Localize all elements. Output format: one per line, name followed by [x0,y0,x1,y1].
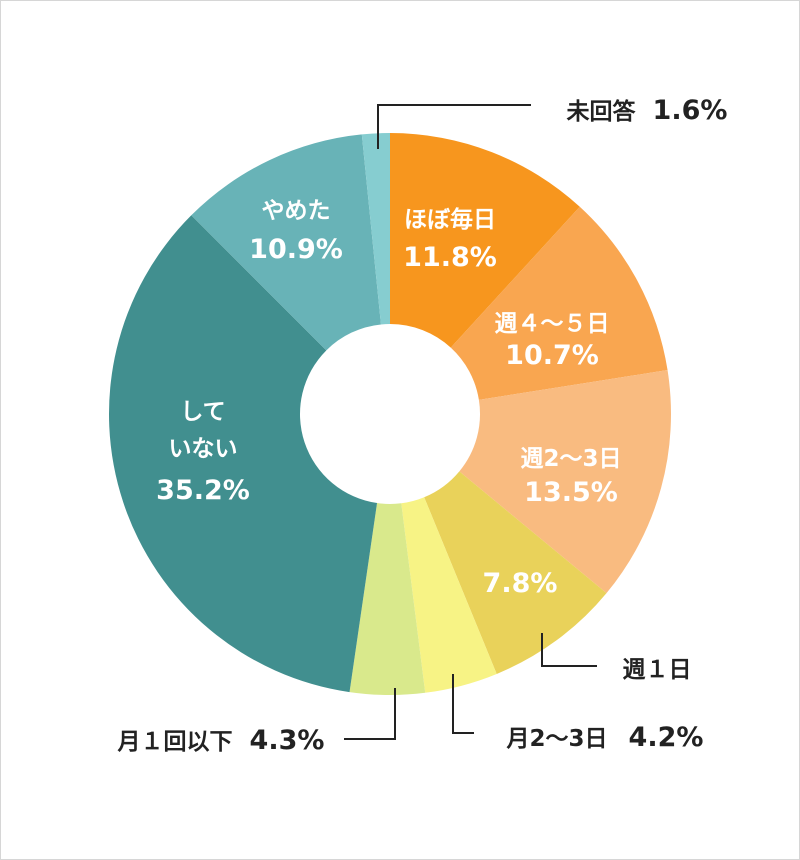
slice-6-value-label: 35.2% [156,475,250,506]
slice-0-value-label: 11.8% [403,242,497,273]
slice-5 [349,503,426,695]
slice-6-name-label-0: して [180,399,225,425]
slice-3-value-label: 7.8% [483,568,558,599]
slice-0-name-label-0: ほぼ毎日 [404,207,496,233]
slice-3-leader-line [541,633,597,667]
slice-2 [459,370,672,594]
slice-8-value-label: 1.6% [653,95,728,126]
slices-group [108,133,672,695]
slice-1-value-label: 10.7% [505,340,599,371]
slice-4-value-label: 4.2% [629,722,704,753]
slice-3-name-label: 週１日 [623,657,692,683]
slice-2-value-label: 13.5% [524,477,618,508]
slice-1-name-label-0: 週４～５日 [495,311,610,337]
labels-group: ほぼ毎日 11.8% 週４～５日 10.7% 週2～3日 13.5% 7.8% 週１日月2～3… [117,95,728,756]
slice-7-value-label: 10.9% [249,234,343,265]
slice-8 [361,133,390,325]
slice-5-leader-line [344,688,396,740]
slice-2-name-label-0: 週2～3日 [520,446,621,472]
slice-5-value-label: 4.3% [250,725,325,756]
slice-6-name-label-1: いない [169,436,238,462]
slice-4-leader-line [452,674,474,734]
slice-4 [401,497,497,693]
slice-5-name-label: 月１回以下 [117,729,233,755]
slice-8-leader-line [377,104,531,149]
slice-7 [191,134,381,351]
slice-3 [424,471,607,674]
slice-0 [390,133,580,348]
slice-1 [450,206,668,400]
slice-4-name-label: 月2～3日 [505,726,607,752]
slice-8-name-label: 未回答 [567,98,637,125]
leader-lines-group [344,104,597,740]
slice-6 [108,215,378,693]
slice-7-name-label-0: やめた [262,198,331,224]
